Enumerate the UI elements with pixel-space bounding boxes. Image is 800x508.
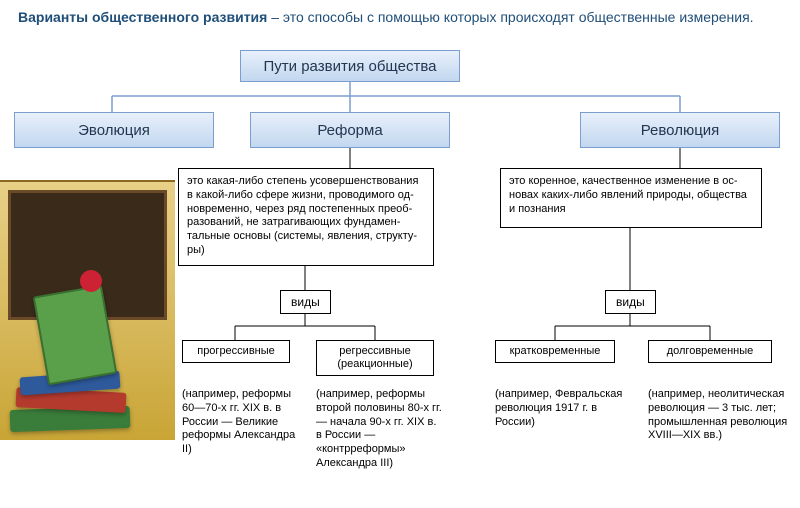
books-illustration bbox=[0, 180, 175, 440]
reform-leaf1-label: прогрессивные bbox=[197, 345, 275, 357]
reform-example-1: (например, рефор­мы 60—70-х гг. XIX в. в… bbox=[182, 388, 302, 457]
reform-definition-text: это какая-либо степень усовершенствовани… bbox=[187, 175, 418, 256]
root-node: Пути развития общества bbox=[240, 50, 460, 82]
reform-leaf-regressive: регрессивные (реакционные) bbox=[316, 340, 434, 376]
reform-definition-box: это какая-либо степень усовершенствовани… bbox=[178, 168, 434, 266]
header: Варианты общественного развития – это сп… bbox=[0, 0, 800, 30]
page-title: Варианты общественного развития – это сп… bbox=[18, 8, 782, 26]
title-term: Варианты общественного развития bbox=[18, 9, 267, 25]
node-reform-label: Реформа bbox=[317, 122, 382, 139]
revolution-definition-box: это коренное, качественное изменение в о… bbox=[500, 168, 762, 228]
book-stack bbox=[10, 310, 140, 430]
revolution-leaf-long: долговременные bbox=[648, 340, 772, 363]
revolution-example-1: (например, Февраль­ская революция 1917 г… bbox=[495, 388, 625, 429]
node-revolution: Революция bbox=[580, 112, 780, 148]
node-evolution-label: Эволюция bbox=[78, 122, 150, 139]
node-reform: Реформа bbox=[250, 112, 450, 148]
reform-example-2: (например, рефор­мы второй полови­ны 80-… bbox=[316, 388, 444, 471]
title-definition: – это способы с помощью которых происход… bbox=[267, 9, 753, 25]
root-label: Пути развития общества bbox=[264, 58, 437, 75]
node-evolution: Эволюция bbox=[14, 112, 214, 148]
revolution-definition-text: это коренное, качественное изменение в о… bbox=[509, 175, 747, 215]
top-tree: Пути развития общества Эволюция Реформа … bbox=[0, 50, 800, 170]
reform-leaf2-label: регрессивные (реакционные) bbox=[337, 345, 412, 370]
node-revolution-label: Революция bbox=[641, 122, 720, 139]
revolution-vidy-box: виды bbox=[605, 290, 656, 314]
apple-icon bbox=[80, 270, 102, 292]
reform-vidy-label: виды bbox=[291, 295, 320, 309]
reform-vidy-box: виды bbox=[280, 290, 331, 314]
revolution-vidy-label: виды bbox=[616, 295, 645, 309]
revolution-leaf2-label: долговременные bbox=[667, 345, 754, 357]
revolution-leaf1-label: кратковременные bbox=[510, 345, 601, 357]
revolution-leaf-short: кратковременные bbox=[495, 340, 615, 363]
reform-leaf-progressive: прогрессивные bbox=[182, 340, 290, 363]
revolution-example-2: (например, неолити­ческая революция — 3 … bbox=[648, 388, 788, 443]
